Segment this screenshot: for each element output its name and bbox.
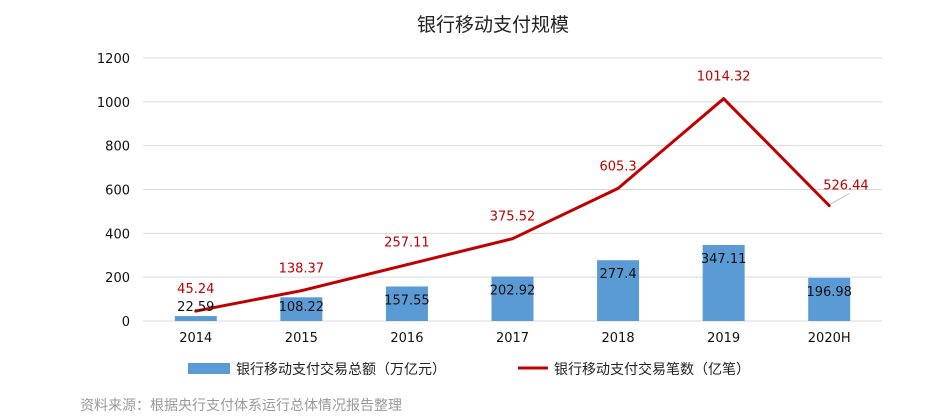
line-point bbox=[722, 97, 726, 101]
source-note: 资料来源：根据央行支付体系运行总体情况报告整理 bbox=[80, 398, 402, 414]
bar-value-labels: 22.59 108.22 157.55 202.92 277.4 347.11 196.98 bbox=[177, 252, 852, 315]
line-point bbox=[194, 309, 198, 313]
x-tick-label: 2016 bbox=[390, 331, 423, 346]
line-value-label: 257.11 bbox=[384, 236, 430, 251]
legend-swatch-bar bbox=[188, 363, 230, 374]
bar bbox=[385, 286, 428, 321]
line-value-labels: 45.24 138.37 257.11 375.52 605.3 1014.32 526.4… bbox=[177, 70, 869, 297]
bar bbox=[808, 277, 851, 321]
bar-value-label: 22.59 bbox=[177, 300, 214, 315]
x-tick-label: 2015 bbox=[285, 331, 318, 346]
bar bbox=[491, 276, 534, 321]
gridlines bbox=[143, 57, 882, 322]
bar-series bbox=[174, 244, 851, 321]
line-value-label: 605.3 bbox=[599, 159, 636, 174]
line-value-label: 526.44 bbox=[823, 179, 869, 194]
line-point bbox=[827, 204, 831, 208]
bar-value-label: 202.92 bbox=[490, 284, 536, 299]
bar-value-label: 347.11 bbox=[701, 252, 747, 267]
x-tick-label: 2017 bbox=[496, 331, 529, 346]
x-tick-label: 2014 bbox=[179, 331, 212, 346]
bar-value-label: 277.4 bbox=[599, 267, 636, 282]
line-point bbox=[299, 289, 303, 293]
bar bbox=[280, 297, 323, 321]
y-tick-label: 200 bbox=[105, 271, 130, 286]
x-tick-label: 2019 bbox=[707, 331, 740, 346]
line-value-label: 45.24 bbox=[177, 282, 214, 297]
chart-title: 银行移动支付规模 bbox=[417, 14, 569, 36]
legend: 银行移动支付交易总额（万亿元） 银行移动支付交易笔数（亿笔） bbox=[188, 361, 750, 378]
x-axis-ticks: 2014 2015 2016 2017 2018 2019 2020H bbox=[179, 331, 850, 346]
line-series bbox=[194, 97, 831, 313]
label-leader-line bbox=[830, 193, 850, 205]
line-point bbox=[616, 186, 620, 190]
x-tick-label: 2020H bbox=[808, 331, 851, 346]
line-value-label: 1014.32 bbox=[697, 70, 751, 85]
legend-label-line: 银行移动支付交易笔数（亿笔） bbox=[554, 361, 750, 378]
y-tick-label: 0 bbox=[122, 315, 130, 330]
y-tick-label: 800 bbox=[105, 140, 130, 155]
bar bbox=[702, 244, 745, 321]
bar-value-label: 157.55 bbox=[384, 293, 430, 308]
line-value-label: 375.52 bbox=[490, 210, 536, 225]
y-tick-label: 1000 bbox=[97, 96, 130, 111]
bar-value-label: 108.22 bbox=[279, 300, 325, 315]
y-tick-label: 1200 bbox=[97, 52, 130, 67]
bar bbox=[174, 316, 217, 321]
line-point bbox=[511, 237, 514, 241]
bar-value-label: 196.98 bbox=[806, 285, 852, 300]
y-tick-label: 600 bbox=[105, 184, 130, 199]
line-value-label: 138.37 bbox=[279, 262, 325, 277]
bar bbox=[597, 260, 640, 321]
y-tick-label: 400 bbox=[105, 227, 130, 242]
x-tick-label: 2018 bbox=[602, 331, 635, 346]
legend-label-bar: 银行移动支付交易总额（万亿元） bbox=[236, 361, 446, 378]
y-axis-ticks: 0 200 400 600 800 1000 1200 bbox=[97, 52, 130, 330]
line-point bbox=[405, 263, 409, 267]
